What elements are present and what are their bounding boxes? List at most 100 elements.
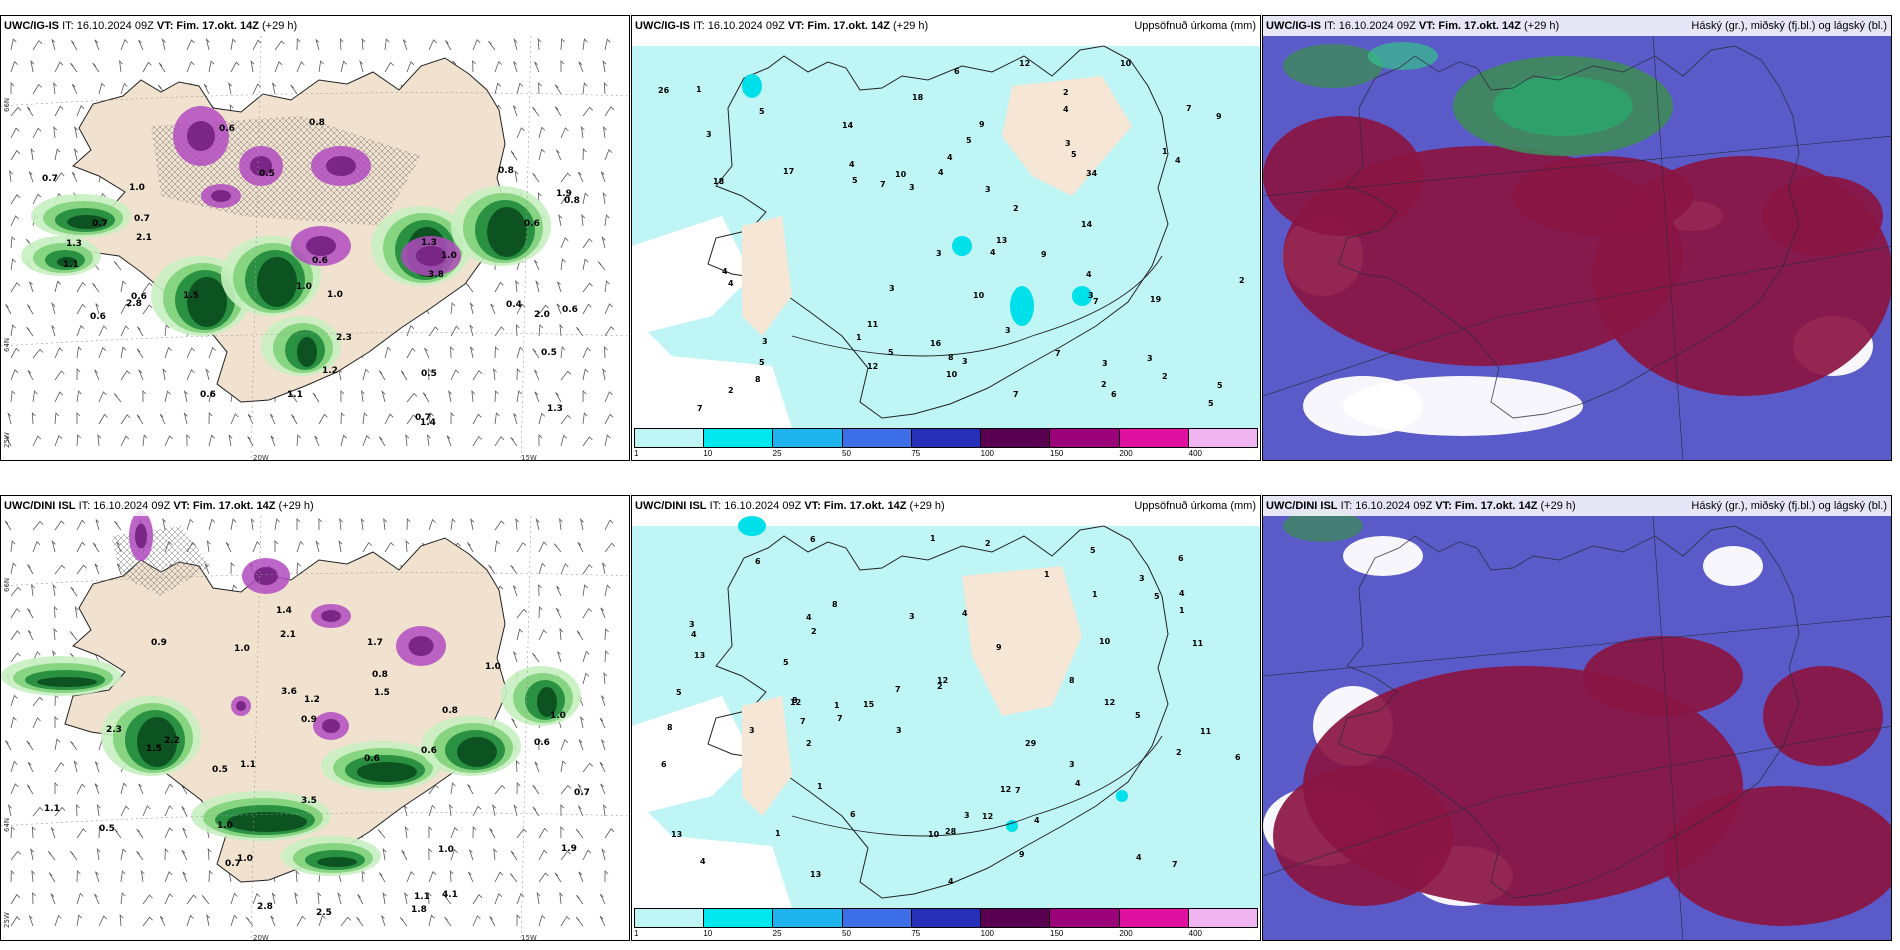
wind-barb [164,805,173,817]
wind-barb [317,891,322,905]
wind-barb [538,434,543,447]
wind-barb [230,562,235,575]
wind-barb [10,60,18,73]
low-cloud-area [1763,666,1883,766]
wind-barb [98,826,103,839]
wind-barb [32,520,44,531]
precip-maxima [1010,286,1034,326]
accum-precip-label: 11 [1200,727,1212,736]
wind-barb [54,280,61,293]
precip-field-light [632,526,1260,908]
wind-barb [538,629,547,641]
snow-core-inner [321,610,341,622]
wind-barb [271,892,276,905]
wind-barb [406,392,418,403]
wind-barb [54,738,61,751]
wind-barb [32,193,42,205]
wind-barb [582,192,589,205]
accum-precip-label: 2 [1063,88,1069,97]
wind-barb [98,413,108,425]
wind-barb [467,542,474,553]
precip-amount-label: 3.5 [301,796,317,806]
wind-barb [511,718,518,729]
accum-precip-label: 12 [867,362,878,371]
precip-amount-label: 0.7 [134,214,150,224]
wind-barb [230,518,237,531]
wind-barb [95,519,100,531]
wind-barb [494,60,502,73]
wind-barb [274,61,283,73]
accum-precip-label: 3 [962,357,968,366]
wind-barb [318,518,323,531]
snow-core-inner [408,636,434,656]
wind-barb [98,346,107,359]
wind-barb [600,171,606,183]
lon-line [520,515,532,940]
wind-barb [580,125,585,139]
wind-barb [340,390,345,403]
colorbar-swatch [1050,909,1120,927]
wind-barb [489,916,496,927]
precip-maxima [1006,820,1018,832]
wind-barb [560,414,571,425]
model-name: UWC/IG-IS [635,20,690,32]
accum-precip-label: 1 [817,782,823,791]
precip-amount-label: 1.5 [146,744,162,754]
wind-barb [467,784,474,795]
precip-amount-label: 1.0 [217,821,233,831]
wind-barb [120,346,127,359]
wind-barb [250,517,255,531]
wind-barb [360,517,365,531]
colorbar-label: 10 [703,449,713,458]
accum-precip-label: 7 [880,180,886,189]
accum-precip-label: 4 [1136,853,1142,862]
wind-barb [534,259,540,271]
accum-precip-label: 5 [852,176,858,185]
model-name: UWC/DINI ISL [1266,500,1338,512]
wind-barb [512,585,518,597]
wind-barb [230,38,237,51]
wind-barb [537,37,542,51]
wind-barb [120,414,131,425]
colorbar-swatch [911,909,982,927]
clear-sky-patch [1303,376,1423,436]
wind-barb [54,172,65,183]
model-name: UWC/DINI ISL [635,500,707,512]
wind-barb [208,518,216,531]
wind-barb [274,518,280,531]
precip-amount-label: 0.7 [42,174,58,184]
lead-time: (+29 h) [1524,20,1560,32]
wind-barb [32,40,43,51]
wind-barb [554,872,562,883]
wind-barb [290,84,298,95]
accum-precip-label: 8 [1069,676,1075,685]
precip-amount-label: 0.6 [200,390,216,400]
wind-barb [516,82,524,95]
precip-amount-label: 0.7 [225,859,241,869]
wind-barb [428,518,436,531]
wind-barb [120,280,127,293]
wind-barb [164,783,174,795]
wind-barb [469,346,474,359]
wind-barb [532,652,540,663]
wind-barb [113,393,122,403]
wind-barb [142,61,152,73]
init-time: IT: 16.10.2024 09Z [62,20,154,32]
accum-precip-label: 10 [1099,637,1111,646]
wind-barb [558,213,563,227]
lon-label: 15W [521,454,537,461]
colorbar-swatch [1119,429,1189,447]
wind-barb [120,82,128,95]
wind-barb [538,584,542,597]
accum-precip-label: 2 [728,386,734,395]
precip-amount-label: 0.8 [498,166,514,176]
wind-barb [560,826,565,839]
accum-precip-label: 4 [849,160,855,169]
wind-barb [120,782,127,795]
wind-barb [444,916,452,927]
wind-barb [98,391,107,403]
wind-barb [538,827,548,839]
wind-barb [582,650,590,663]
wind-barb [183,412,188,425]
wind-barb [405,434,410,447]
